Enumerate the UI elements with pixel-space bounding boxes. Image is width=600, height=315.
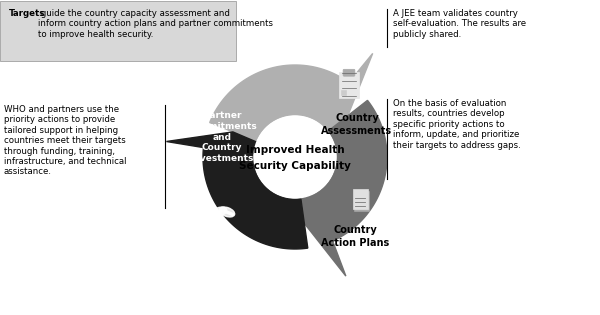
Text: Security Capability: Security Capability [239, 161, 351, 171]
Text: A JEE team validates country
self-evaluation. The results are
publicly shared.: A JEE team validates country self-evalua… [393, 9, 526, 39]
Circle shape [254, 116, 336, 198]
Text: On the basis of evaluation
results, countries develop
specific priority actions : On the basis of evaluation results, coun… [393, 99, 521, 150]
Polygon shape [166, 132, 308, 249]
Text: Improved Health: Improved Health [245, 145, 344, 155]
FancyBboxPatch shape [353, 189, 367, 209]
FancyBboxPatch shape [343, 69, 355, 76]
Text: guide the country capacity assessment and
inform country action plans and partne: guide the country capacity assessment an… [38, 9, 274, 39]
Text: WHO and partners use the
priority actions to provide
tailored support in helping: WHO and partners use the priority action… [4, 105, 127, 176]
FancyBboxPatch shape [339, 72, 359, 98]
Text: Country
Assessments: Country Assessments [322, 113, 392, 136]
Polygon shape [209, 54, 373, 153]
Text: Partner
Commitments
and
Country
Investments: Partner Commitments and Country Investme… [187, 111, 257, 163]
Ellipse shape [211, 207, 227, 217]
FancyBboxPatch shape [0, 1, 236, 61]
Ellipse shape [220, 207, 235, 217]
Bar [341, 90, 346, 95]
Text: Targets: Targets [9, 9, 46, 18]
FancyBboxPatch shape [354, 191, 369, 210]
Polygon shape [297, 100, 387, 276]
Text: Country
Action Plans: Country Action Plans [321, 225, 389, 248]
